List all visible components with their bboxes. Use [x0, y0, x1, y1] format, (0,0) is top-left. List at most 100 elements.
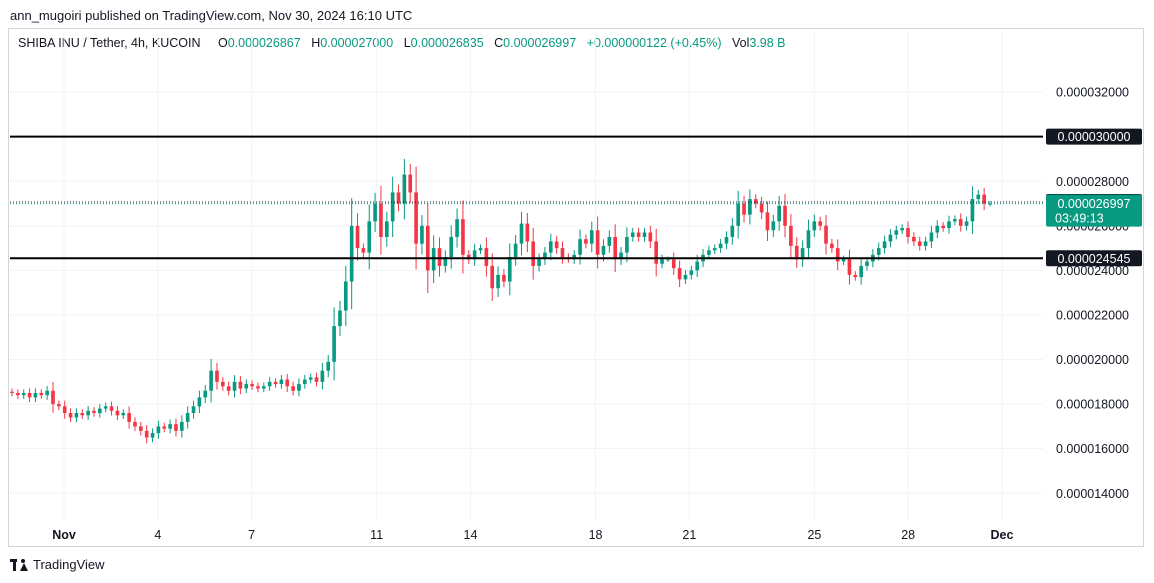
- candle-body: [572, 254, 577, 260]
- footer-brand: TradingView: [33, 557, 105, 572]
- candle-body: [256, 386, 260, 389]
- chart-frame: [8, 28, 1144, 547]
- candle-body: [326, 361, 331, 371]
- candle-body: [595, 230, 600, 255]
- candle-body: [513, 243, 518, 258]
- candle-body: [648, 232, 653, 242]
- x-tick-label: 7: [248, 528, 255, 542]
- candle-body: [912, 236, 916, 242]
- x-tick-label: 25: [807, 528, 821, 542]
- legend-low-label: L: [403, 36, 411, 50]
- candle-body: [144, 430, 149, 438]
- candle-body: [209, 370, 213, 391]
- candle-body: [51, 390, 55, 405]
- candle-body: [396, 192, 401, 204]
- candle-body: [338, 310, 342, 327]
- last-price-box: [1046, 194, 1142, 227]
- candle-body: [742, 203, 746, 215]
- candle-body: [221, 381, 225, 387]
- candle-body: [332, 326, 336, 362]
- y-tick-label: 0.000024000: [1056, 264, 1129, 278]
- legend-close-value: 0.000026997: [503, 36, 577, 50]
- ohlc-legend: SHIBA INU / Tether, 4h, KUCOIN O0.000026…: [18, 36, 786, 50]
- level-label-box: [1046, 250, 1142, 267]
- x-tick-label: 4: [154, 528, 161, 542]
- candle-body: [730, 225, 735, 237]
- candle-body: [39, 392, 44, 396]
- candle-body: [215, 370, 219, 382]
- candle-body: [98, 408, 102, 414]
- candle-body: [560, 248, 565, 258]
- candle-body: [982, 194, 986, 204]
- candle-body: [847, 259, 852, 275]
- candle-body: [830, 243, 834, 249]
- candle-body: [613, 236, 618, 260]
- candle-body: [361, 248, 366, 253]
- candle-body: [812, 221, 817, 231]
- y-tick-label: 0.000016000: [1056, 442, 1129, 456]
- candle-body: [390, 192, 395, 222]
- candle-body: [841, 259, 846, 262]
- candle-body: [180, 421, 184, 431]
- candle-body: [543, 252, 547, 260]
- candle-body: [771, 221, 776, 231]
- candle-body: [490, 265, 495, 289]
- candle-body: [384, 221, 389, 237]
- x-tick-label: Dec: [991, 528, 1014, 542]
- candle-body: [402, 174, 407, 204]
- candle-body: [109, 406, 114, 411]
- candle-body: [584, 239, 588, 244]
- candle-body: [478, 248, 483, 251]
- level-label-box: [1046, 128, 1142, 145]
- candle-body: [718, 243, 723, 249]
- candle-body: [736, 203, 740, 226]
- candle-body: [619, 252, 623, 260]
- candle-body: [203, 390, 208, 398]
- candle-body: [74, 413, 79, 418]
- candle-body: [554, 241, 559, 249]
- candle-body: [865, 261, 869, 266]
- level-label: 0.000024545: [1058, 252, 1131, 266]
- candle-body: [818, 221, 822, 226]
- candle-body: [683, 274, 688, 280]
- candle-body: [92, 410, 96, 414]
- candle-body: [461, 219, 465, 255]
- candle-body: [379, 203, 383, 237]
- candle-body: [689, 270, 694, 275]
- candle-body: [250, 384, 254, 387]
- footer-branding: TradingView: [10, 557, 105, 572]
- x-tick-label: Nov: [52, 528, 76, 542]
- candle-body: [162, 426, 167, 429]
- legend-volume-label: Vol: [731, 36, 750, 50]
- candle-body: [695, 261, 700, 271]
- candle-body: [578, 239, 582, 255]
- candle-body: [900, 228, 904, 231]
- legend-volume-value: 3.98 B: [749, 36, 786, 50]
- x-tick-label: 11: [370, 528, 383, 542]
- y-tick-label: 0.000014000: [1056, 487, 1129, 501]
- candle-body: [496, 274, 500, 289]
- candle-body: [437, 248, 442, 266]
- candle-body: [191, 406, 196, 414]
- candle-body: [273, 381, 278, 385]
- candle-body: [431, 248, 436, 271]
- y-tick-label: 0.000022000: [1056, 308, 1129, 322]
- candle-body: [449, 236, 454, 258]
- candle-body: [420, 225, 424, 244]
- candle-body: [297, 384, 301, 391]
- bar-countdown-label: 03:49:13: [1055, 212, 1104, 226]
- publisher-attribution: ann_mugoiri published on TradingView.com…: [10, 8, 413, 23]
- candle-body: [859, 265, 863, 278]
- level-label: 0.000030000: [1058, 130, 1131, 144]
- candle-body: [988, 203, 992, 205]
- candle-body: [10, 391, 14, 393]
- candle-body: [607, 236, 612, 246]
- y-tick-label: 0.000032000: [1056, 86, 1129, 100]
- x-tick-label: 21: [682, 528, 696, 542]
- candle-body: [226, 386, 231, 391]
- candle-body: [115, 410, 120, 416]
- candle-body: [777, 205, 781, 222]
- candle-body: [707, 250, 711, 255]
- candle-body: [636, 232, 641, 237]
